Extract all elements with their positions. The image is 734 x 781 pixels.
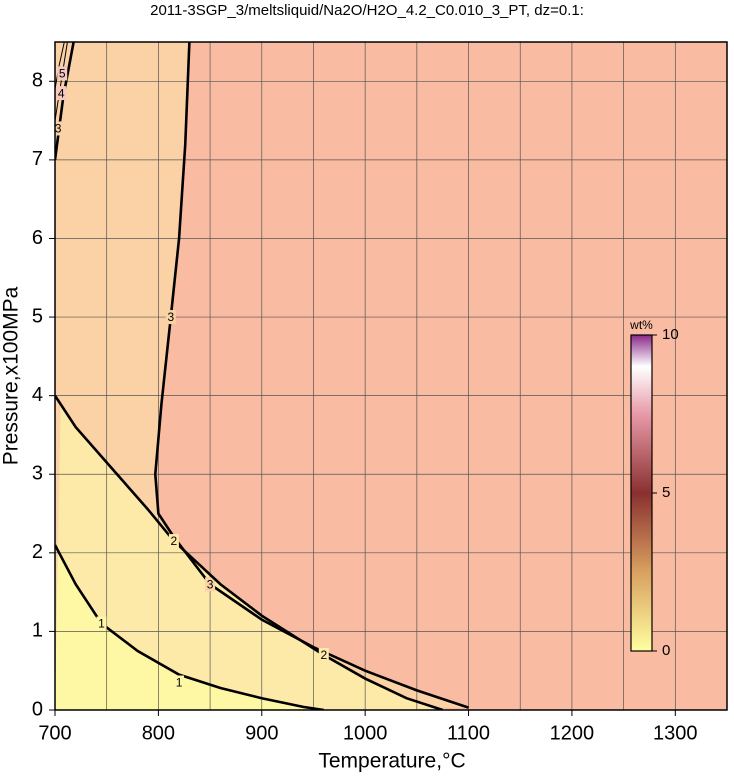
contour-line [55, 42, 68, 121]
colorbar-tick-label: 0 [662, 642, 670, 659]
contour-label-bg [56, 86, 67, 101]
colorbar-tick-label: 10 [662, 326, 679, 343]
contour-fill [55, 42, 65, 710]
colorbar-tick-label: 5 [662, 484, 670, 501]
colorbar [630, 334, 653, 652]
contour-label: 1 [176, 676, 183, 690]
y-tick-label: 1 [32, 620, 43, 642]
contour-label: 3 [55, 122, 62, 136]
y-tick-label: 4 [32, 384, 43, 406]
contour-label-bg [55, 121, 64, 136]
x-tick-label: 1100 [447, 722, 490, 744]
y-tick-label: 3 [32, 463, 43, 485]
x-tick-label: 900 [245, 722, 278, 744]
contour-fill [55, 42, 443, 710]
colorbar-label: wt% [629, 318, 653, 332]
contour-label-bg [165, 310, 176, 325]
y-axis-label: Pressure,x100MPa [0, 286, 23, 465]
contour-line [55, 42, 65, 90]
y-tick-label: 7 [32, 148, 43, 170]
x-tick-label: 1300 [653, 722, 698, 744]
contour-label: 3 [167, 310, 174, 324]
contour-label: 3 [207, 577, 214, 591]
contour-label: 1 [98, 617, 105, 631]
y-tick-label: 8 [32, 70, 43, 92]
x-tick-label: 1200 [550, 722, 595, 744]
y-tick-label: 6 [32, 227, 43, 249]
y-tick-label: 0 [32, 698, 43, 720]
contour-label-bg [57, 66, 68, 81]
x-tick-label: 800 [142, 722, 175, 744]
contour-label-bg [168, 534, 179, 549]
contour-label: 5 [59, 67, 66, 81]
contour-fill [55, 42, 324, 710]
plot-area: 3 3 3 2 2 1 1 4 5 [55, 42, 727, 710]
contour-label: 2 [171, 534, 178, 548]
contour-label-bg [205, 577, 216, 592]
contour-line [55, 394, 444, 710]
x-tick-label: 1000 [343, 722, 388, 744]
y-tick-label: 2 [32, 541, 43, 563]
y-tick-label: 5 [32, 305, 43, 327]
x-tick-label: 700 [38, 722, 71, 744]
contour-label-bg [96, 616, 107, 631]
chart-title: 2011-3SGP_3/meltsliquid/Na2O/H2O_4.2_C0.… [150, 2, 584, 19]
contour-label-bg [174, 675, 185, 690]
contour-line [55, 544, 324, 710]
contour-label: 2 [320, 648, 327, 662]
plot-frame [54, 41, 728, 711]
x-axis-label: Temperature,°C [318, 750, 465, 773]
contour-label-bg [318, 647, 329, 662]
contour-label: 4 [58, 86, 65, 100]
